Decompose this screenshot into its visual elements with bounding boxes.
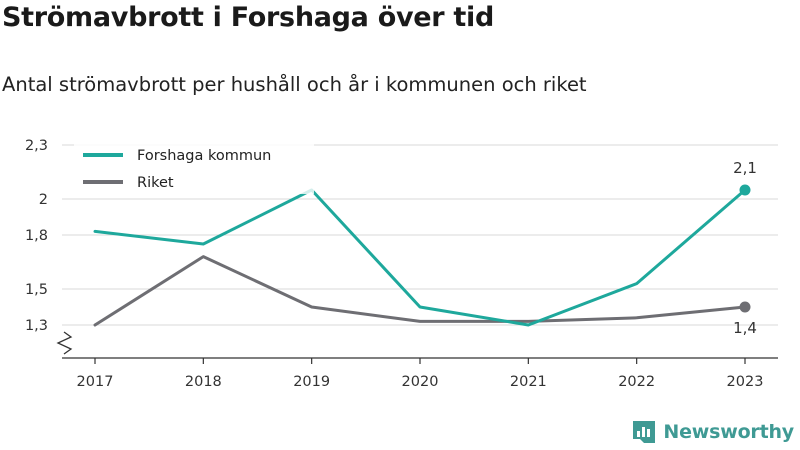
legend-label: Forshaga kommun xyxy=(137,148,271,164)
x-tick-label: 2019 xyxy=(293,374,330,390)
axis-break-marker xyxy=(56,331,73,355)
x-tick-label: 2022 xyxy=(618,374,655,390)
brand-logo: Newsworthy xyxy=(631,419,794,445)
y-tick-label: 2,3 xyxy=(25,138,48,154)
legend-background xyxy=(74,142,314,194)
end-point-marker xyxy=(739,301,751,313)
y-tick-label: 1,3 xyxy=(25,318,48,334)
end-value-label: 2,1 xyxy=(733,159,757,177)
series-lines xyxy=(93,184,751,327)
y-tick-label: 2 xyxy=(39,192,48,208)
x-tick-label: 2023 xyxy=(727,374,764,390)
y-tick-label: 1,5 xyxy=(25,282,48,298)
x-tick-label: 2021 xyxy=(510,374,547,390)
x-axis: 2017 2018 2019 2020 2021 2022 2023 xyxy=(62,357,778,390)
newsworthy-logo-icon xyxy=(633,421,656,443)
x-tick-label: 2017 xyxy=(77,374,114,390)
chart-subtitle: Antal strömavbrott per hushåll och år i … xyxy=(2,73,587,96)
chart-title: Strömavbrott i Forshaga över tid xyxy=(2,2,494,33)
brand-name: Newsworthy xyxy=(663,421,794,443)
series-line xyxy=(93,255,747,327)
legend: Forshaga kommun Riket xyxy=(74,142,314,194)
y-tick-label: 1,8 xyxy=(25,228,48,244)
x-tick-label: 2020 xyxy=(402,374,439,390)
y-axis-ticks: 1,3 1,5 1,8 2 2,3 xyxy=(25,138,73,355)
series-line xyxy=(93,188,747,327)
end-point-marker xyxy=(739,184,751,196)
x-tick-label: 2018 xyxy=(185,374,222,390)
legend-label: Riket xyxy=(137,175,174,191)
end-labels: 2,1 1,4 xyxy=(733,159,757,337)
end-value-label: 1,4 xyxy=(733,319,757,337)
